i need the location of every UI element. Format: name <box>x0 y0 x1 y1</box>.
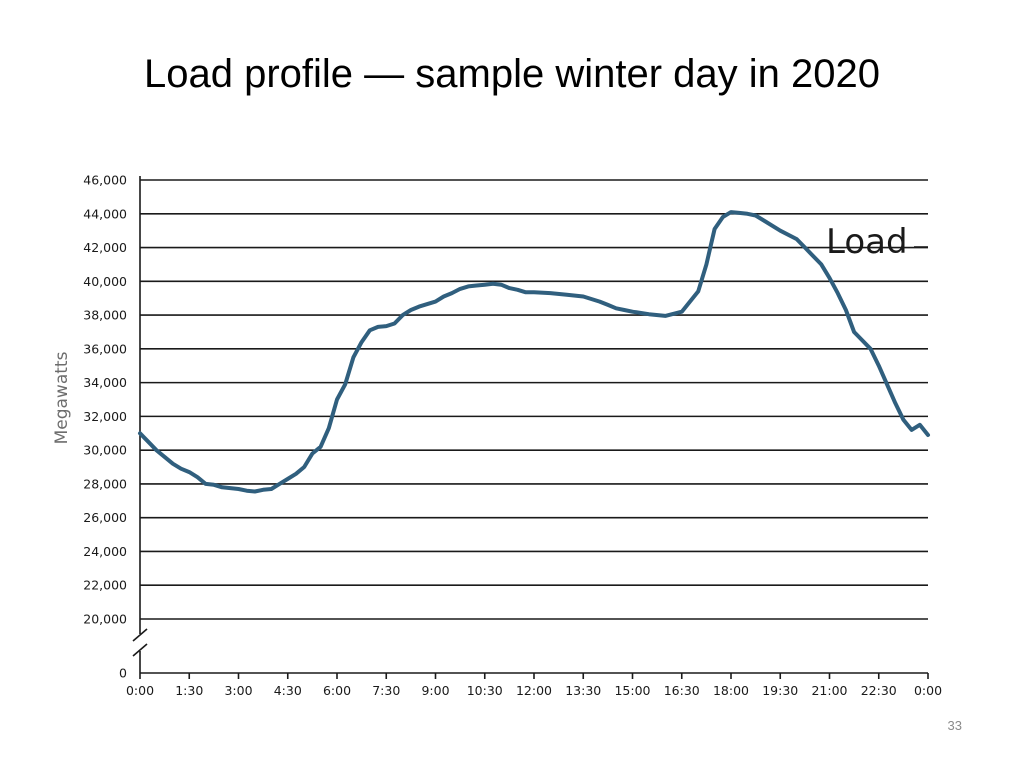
axis-break-mark <box>132 628 148 642</box>
x-tick-label: 21:00 <box>811 683 847 698</box>
y-tick-label: 30,000 <box>83 443 127 458</box>
y-tick-label: 44,000 <box>83 206 127 221</box>
x-tick-label: 10:30 <box>467 683 503 698</box>
x-tick-label: 19:30 <box>762 683 798 698</box>
y-tick-label: 36,000 <box>83 341 127 356</box>
slide-title: Load profile — sample winter day in 2020 <box>144 52 880 96</box>
y-tick-label: 24,000 <box>83 544 127 559</box>
y-tick-label: 0 <box>119 666 127 681</box>
y-tick-label: 20,000 <box>83 612 127 627</box>
y-tick-label: 26,000 <box>83 510 127 525</box>
x-tick-label: 16:30 <box>664 683 700 698</box>
y-tick-label: 46,000 <box>83 173 127 188</box>
series-label-load: Load <box>826 222 908 262</box>
y-tick-label: 42,000 <box>83 240 127 255</box>
x-tick-label: 6:00 <box>323 683 351 698</box>
x-tick-label: 0:00 <box>914 683 942 698</box>
x-tick-label: 4:30 <box>274 683 302 698</box>
axis-break-mark <box>132 643 148 657</box>
y-tick-label: 34,000 <box>83 375 127 390</box>
page-number: 33 <box>947 718 962 733</box>
y-tick-label: 22,000 <box>83 578 127 593</box>
x-tick-label: 13:30 <box>565 683 601 698</box>
x-tick-label: 1:30 <box>175 683 203 698</box>
x-tick-label: 22:30 <box>861 683 897 698</box>
y-tick-label: 28,000 <box>83 476 127 491</box>
x-tick-label: 7:30 <box>372 683 400 698</box>
x-tick-label: 0:00 <box>126 683 154 698</box>
load-profile-chart: 0 20,000 22,000 24,000 26,000 28,000 30,000 32,… <box>52 173 942 699</box>
y-tick-label: 40,000 <box>83 274 127 289</box>
y-tick-label: 38,000 <box>83 308 127 323</box>
x-tick-label: 12:00 <box>516 683 552 698</box>
x-tick-label: 9:00 <box>421 683 449 698</box>
series-line-load <box>138 210 930 494</box>
x-tick-label: 3:00 <box>224 683 252 698</box>
x-tick-label: 15:00 <box>614 683 650 698</box>
y-axis-title: Megawatts <box>52 351 72 444</box>
y-tick-label: 32,000 <box>83 409 127 424</box>
x-tick-label: 18:00 <box>713 683 749 698</box>
